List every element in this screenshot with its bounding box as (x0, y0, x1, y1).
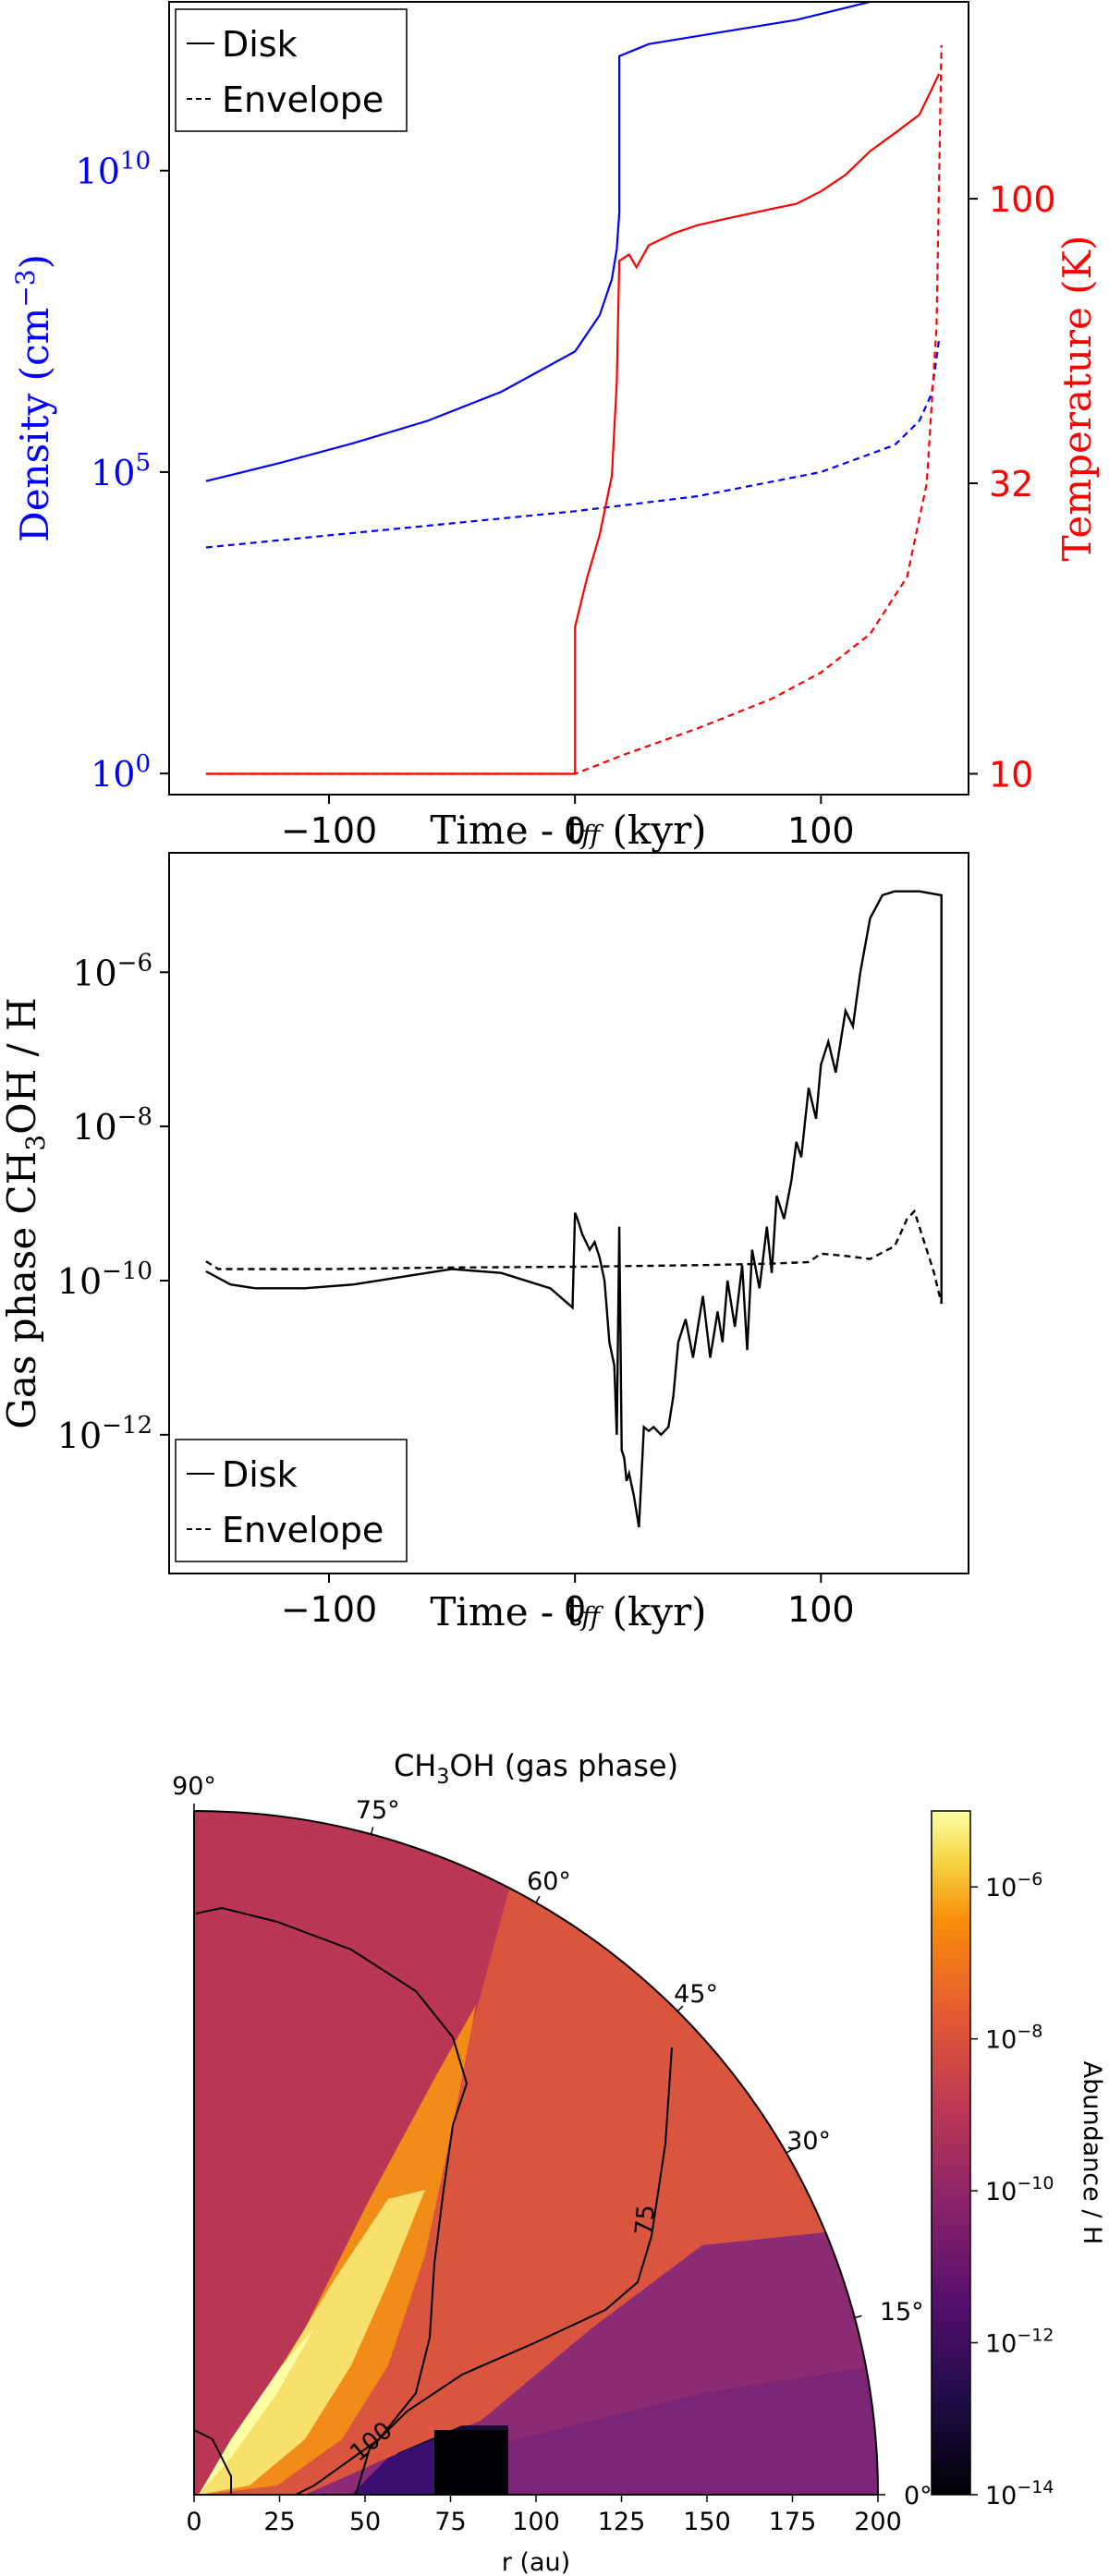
y-left-tick-label: 100 (91, 750, 151, 795)
theta-tick-label: 30° (786, 2127, 831, 2156)
series-envelope-line (205, 1209, 943, 1305)
temperature-contour-75 (355, 2047, 673, 2496)
r-tick-label: 175 (769, 2508, 817, 2536)
r-tick-label: 200 (854, 2508, 902, 2536)
x-axis-label: Time - tff (kyr) (430, 1589, 706, 1634)
series-disk-line (205, 890, 943, 1528)
theta-tick (676, 2005, 684, 2012)
theta-tick-label: 15° (880, 2298, 924, 2327)
theta-tick-label: 0° (904, 2482, 932, 2510)
temperature-contour-inner (193, 2429, 232, 2495)
plot-frame (168, 1, 969, 796)
y-tick-label: 10−8 (72, 1103, 152, 1148)
y-right-tick-label: 100 (989, 179, 1056, 220)
series-density-envelope-line (205, 339, 941, 549)
y-axis-label-right: Temperature (K) (1054, 236, 1100, 562)
colorbar-gradient (931, 1810, 971, 2496)
series-temperature-disk-line (205, 73, 941, 775)
legend: Disk Envelope (175, 8, 408, 132)
legend-label-envelope: Envelope (222, 1510, 384, 1550)
series-density-disk-line (205, 2, 873, 482)
theta-tick-label: 45° (674, 1980, 718, 2009)
y-right-tick-label: 10 (989, 754, 1033, 795)
theta-tick-label: 90° (172, 1772, 216, 1801)
r-tick-label: 100 (512, 2508, 560, 2536)
y-left-tick-label: 105 (91, 449, 151, 493)
x-tick-label: 0 (564, 1589, 586, 1630)
theta-tick (535, 1895, 541, 1903)
legend-label-envelope: Envelope (222, 79, 384, 120)
colorbar-label: Abundance / H (1078, 2061, 1106, 2245)
methanol-abundance-panel: −100 0 100 10−12 10−10 10−8 10−6 Gas phase CH3… (0, 852, 969, 1634)
r-tick-label: 150 (683, 2508, 731, 2536)
plot-frame (168, 852, 969, 1574)
y-right-tick-label: 32 (989, 464, 1033, 504)
x-axis-label: Time - tff (kyr) (430, 808, 706, 853)
colorbar-tick-label: 10−10 (985, 2173, 1054, 2206)
x-tick-label: −100 (281, 810, 377, 851)
colorbar-tick-label: 10−12 (985, 2326, 1054, 2359)
x-tick-label: −100 (281, 1589, 377, 1630)
colorbar: 10−14 10−12 10−10 10−8 10−6 Abundance / H (931, 1810, 1106, 2510)
theta-tick (854, 2315, 862, 2319)
r-tick-label: 125 (598, 2508, 646, 2536)
colorbar-tick-label: 10−14 (985, 2477, 1054, 2510)
x-axis-label: r (au) (502, 2548, 570, 2576)
series-temperature-envelope-line (205, 44, 943, 775)
y-axis-label: Gas phase CH3OH / H (0, 997, 51, 1428)
theta-tick-label: 75° (356, 1796, 400, 1825)
legend-label-disk: Disk (222, 24, 298, 65)
legend-label-disk: Disk (222, 1454, 298, 1495)
colorbar-tick-label: 10−6 (985, 1869, 1042, 1902)
map-title: CH3OH (gas phase) (394, 1748, 678, 1789)
x-tick-label: 0 (564, 810, 586, 851)
theta-tick (786, 2148, 794, 2154)
polar-abundance-map: CH3OH (gas phase) 100 75 0 25 50 75 100 125 15… (172, 1748, 1106, 2576)
theta-tick (370, 1827, 374, 1835)
x-tick-label: 100 (787, 810, 855, 851)
theta-tick-label: 60° (527, 1867, 571, 1896)
temperature-contour-100 (195, 1906, 469, 2496)
y-tick-label: 10−6 (72, 949, 152, 993)
x-tick-label: 100 (787, 1589, 855, 1630)
contour-label-75: 75 (630, 2204, 661, 2237)
legend: Disk Envelope (175, 1439, 408, 1562)
r-tick-label: 75 (434, 2508, 466, 2536)
y-axis-label-left: Density (cm−3) (10, 254, 57, 542)
abundance-heatmap (194, 1811, 878, 2495)
colorbar-tick-label: 10−8 (985, 2022, 1042, 2055)
r-tick-label: 0 (186, 2508, 201, 2536)
y-tick-label: 10−12 (57, 1412, 152, 1456)
y-left-tick-label: 1010 (76, 148, 151, 192)
y-tick-label: 10−10 (57, 1258, 152, 1302)
r-tick-label: 25 (263, 2508, 295, 2536)
r-tick-label: 50 (349, 2508, 381, 2536)
